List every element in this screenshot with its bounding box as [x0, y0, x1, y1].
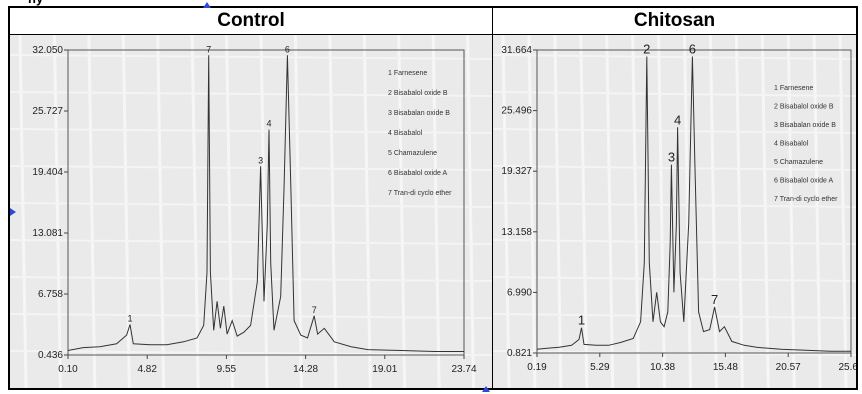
- paper-texture-line: [786, 35, 796, 388]
- y-tick-label: 6.758: [38, 289, 63, 300]
- cut-title-strip: ny: [8, 0, 858, 6]
- legend-entry: 5 Chamazulene: [774, 159, 823, 166]
- legend-entry: 4 Bisabalol: [774, 141, 809, 148]
- peak-label: 7: [312, 305, 317, 315]
- x-tick-label: 25.67: [838, 362, 856, 373]
- header-row: Control Chitosan: [10, 8, 856, 35]
- y-tick-label: 13.081: [32, 228, 63, 239]
- paper-texture-line: [812, 35, 822, 388]
- paper-texture-line: [527, 35, 537, 388]
- x-tick-label: 19.01: [372, 364, 397, 375]
- y-tick-label: 25.727: [32, 106, 63, 117]
- y-tick-label: 19.327: [501, 166, 532, 177]
- paper-texture-line: [493, 239, 856, 245]
- legend-entry: 5 Chamazulene: [388, 150, 437, 157]
- chromatogram-trace: [536, 56, 851, 352]
- legend-entry: 6 Bisabalol oxide A: [388, 170, 447, 177]
- control-chromatogram: 32.050 25.727 19.404 13.081 6.758 0.436 0.10 4.…: [10, 35, 492, 388]
- peak-label: 1: [127, 313, 132, 323]
- x-tick-label: 4.82: [137, 364, 157, 375]
- header-chitosan: Chitosan: [633, 10, 716, 31]
- x-tick-label: 10.38: [650, 362, 675, 373]
- peak-label: 7: [711, 292, 718, 307]
- x-tick-label: 23.74: [451, 364, 476, 375]
- chromatogram-trace: [67, 55, 464, 352]
- legend-entry: 1 Farnesene: [388, 70, 427, 77]
- x-tick-label: 0.19: [527, 362, 547, 373]
- paper-texture-line: [838, 35, 848, 388]
- paper-texture-line: [362, 35, 372, 388]
- paper-texture-line: [501, 35, 511, 388]
- chitosan-panel: 31.664 25.496 19.327 13.158 6.990 0.821 0.19 5.…: [493, 35, 856, 388]
- paper-texture-line: [493, 165, 856, 171]
- peak-label: 4: [267, 119, 272, 129]
- blue-marker-top: [203, 2, 211, 8]
- blue-marker-left: [10, 208, 16, 216]
- legend-entry: 3 Bisabalan oxide B: [388, 110, 450, 117]
- paper-texture-line: [18, 35, 28, 388]
- paper-texture-line: [10, 128, 492, 134]
- paper-texture-line: [397, 35, 407, 388]
- figure-frame: Control Chitosan 32.050 25.727 19.404 13.08…: [8, 6, 858, 390]
- paper-texture-line: [493, 128, 856, 134]
- x-tick-label: 0.10: [58, 364, 78, 375]
- legend-entry: 1 Farnesene: [774, 85, 813, 92]
- legend-entry: 7 Tran-di cyclo ether: [388, 190, 452, 197]
- y-tick-label: 0.821: [507, 348, 532, 359]
- y-tick-label: 13.158: [501, 227, 532, 238]
- cut-title: ny: [28, 0, 43, 6]
- paper-texture-line: [10, 202, 492, 208]
- y-tick-label: 19.404: [32, 167, 63, 178]
- paper-background: [10, 35, 492, 388]
- y-tick-label: 6.990: [507, 287, 532, 298]
- y-tick-label: 32.050: [32, 45, 63, 56]
- paper-texture-line: [431, 35, 441, 388]
- peak-label: 7: [206, 44, 211, 54]
- legend-entry: 2 Bisabalol oxide B: [388, 90, 448, 97]
- legend-entry: 6 Bisabalol oxide A: [774, 178, 833, 185]
- peak-label: 6: [689, 42, 696, 57]
- paper-texture-line: [760, 35, 770, 388]
- plot-frame: [536, 49, 852, 354]
- control-panel: 32.050 25.727 19.404 13.081 6.758 0.436 0.10 4.…: [10, 35, 492, 388]
- x-tick-label: 15.48: [713, 362, 738, 373]
- x-tick-label: 20.57: [776, 362, 801, 373]
- paper-texture-line: [52, 35, 62, 388]
- x-tick-label: 14.28: [293, 364, 318, 375]
- peak-label: 3: [668, 150, 675, 165]
- peak-label: 4: [674, 112, 681, 127]
- paper-texture-line: [493, 54, 856, 60]
- paper-texture-line: [10, 165, 492, 171]
- legend-entry: 4 Bisabalol: [388, 130, 423, 137]
- paper-texture-line: [493, 313, 856, 319]
- plot-frame: [67, 49, 465, 356]
- x-tick-label: 5.29: [590, 362, 610, 373]
- y-tick-label: 0.436: [38, 350, 63, 361]
- paper-texture-line: [10, 313, 492, 319]
- legend-entry: 7 Tran-di cyclo ether: [774, 196, 838, 203]
- peak-label: 2: [643, 42, 650, 57]
- blue-marker-bottom: [482, 386, 490, 392]
- column-divider: [492, 8, 493, 388]
- x-tick-label: 9.55: [217, 364, 237, 375]
- y-tick-label: 25.496: [501, 106, 532, 117]
- paper-texture-line: [87, 35, 97, 388]
- header-control: Control: [217, 10, 285, 31]
- paper-texture-line: [10, 91, 492, 97]
- legend-entry: 2 Bisabalol oxide B: [774, 104, 834, 111]
- paper-texture-line: [10, 239, 492, 245]
- paper-texture-line: [493, 202, 856, 208]
- legend-entry: 3 Bisabalan oxide B: [774, 122, 836, 129]
- paper-texture-line: [466, 35, 476, 388]
- paper-texture-line: [10, 276, 492, 282]
- chitosan-chromatogram: 31.664 25.496 19.327 13.158 6.990 0.821 0.19 5.…: [493, 35, 856, 388]
- paper-texture-line: [10, 350, 492, 356]
- paper-texture-line: [10, 54, 492, 60]
- paper-texture-line: [553, 35, 563, 388]
- peak-label: 3: [258, 155, 263, 165]
- peak-label: 6: [285, 44, 290, 54]
- y-tick-label: 31.664: [501, 45, 532, 56]
- peak-label: 1: [578, 313, 585, 328]
- paper-texture-line: [493, 91, 856, 97]
